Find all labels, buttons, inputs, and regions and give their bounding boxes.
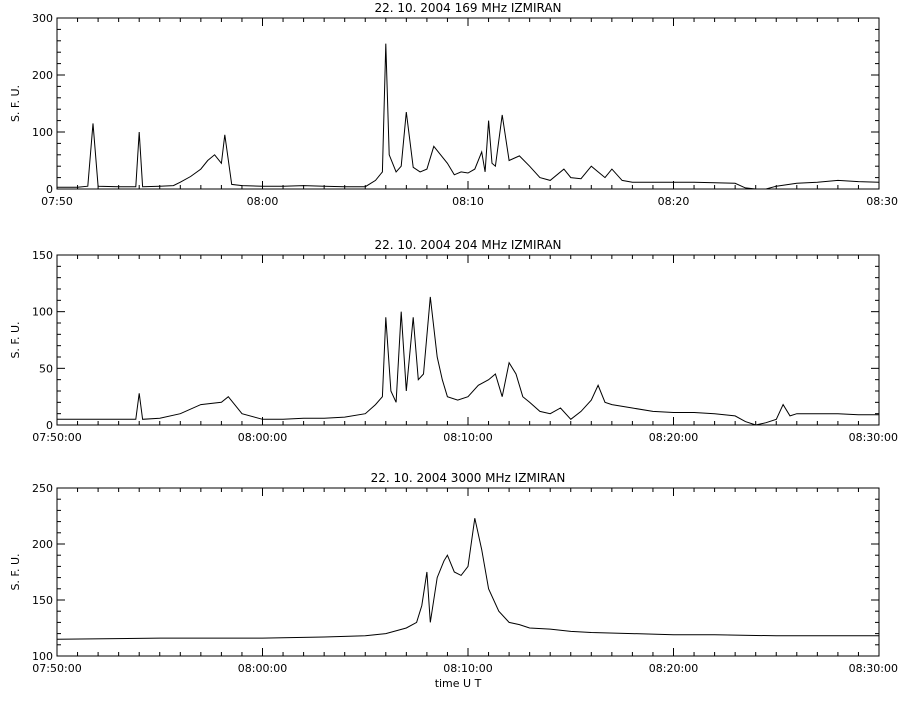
x-tick-label: 07:50:00 bbox=[32, 431, 81, 444]
y-tick-label: 0 bbox=[46, 419, 53, 432]
x-tick-label: 07:50 bbox=[41, 195, 73, 208]
y-tick-label: 0 bbox=[46, 183, 53, 196]
chart-panel-3: 22. 10. 2004 3000 MHz IZMIRAN S. F. U. 100… bbox=[9, 471, 898, 690]
y-tick-label: 50 bbox=[39, 362, 53, 375]
x-tick-label: 08:10:00 bbox=[443, 662, 492, 675]
y-tick-label: 300 bbox=[32, 12, 53, 25]
x-tick-label: 08:00:00 bbox=[238, 662, 287, 675]
series-line bbox=[57, 296, 879, 426]
y-tick-label: 150 bbox=[32, 594, 53, 607]
chart-title: 22. 10. 2004 169 MHz IZMIRAN bbox=[374, 1, 561, 15]
y-tick-label: 100 bbox=[32, 306, 53, 319]
plot-frame bbox=[56, 487, 880, 657]
series-line bbox=[56, 518, 879, 640]
x-tick-label: 08:30:00 bbox=[849, 431, 898, 444]
chart-title: 22. 10. 2004 204 MHz IZMIRAN bbox=[374, 238, 561, 252]
x-tick-label: 08:30:00 bbox=[849, 662, 898, 675]
x-tick-label: 08:30 bbox=[866, 195, 898, 208]
y-tick-label: 250 bbox=[32, 482, 53, 495]
x-tick-label: 08:00:00 bbox=[238, 431, 287, 444]
plot-frame bbox=[56, 17, 880, 190]
y-tick-label: 100 bbox=[32, 126, 53, 139]
x-tick-label: 08:00 bbox=[247, 195, 279, 208]
x-tick-label: 08:20:00 bbox=[649, 662, 698, 675]
y-axis-label: S. F. U. bbox=[9, 553, 22, 590]
chart-panel-1: 22. 10. 2004 169 MHz IZMIRAN S. F. U. 0 100… bbox=[9, 1, 898, 208]
y-axis-label: S. F. U. bbox=[9, 321, 22, 358]
y-tick-label: 200 bbox=[32, 538, 53, 551]
x-axis-label: time U T bbox=[435, 677, 482, 690]
y-axis-label: S. F. U. bbox=[9, 85, 22, 122]
x-tick-label: 08:20 bbox=[658, 195, 690, 208]
series-line bbox=[57, 43, 880, 190]
x-tick-label: 08:10 bbox=[452, 195, 484, 208]
y-tick-label: 150 bbox=[32, 249, 53, 262]
chart-panel-2: 22. 10. 2004 204 MHz IZMIRAN S. F. U. 0 50 1… bbox=[9, 238, 898, 444]
chart-title: 22. 10. 2004 3000 MHz IZMIRAN bbox=[371, 471, 566, 485]
y-tick-label: 200 bbox=[32, 69, 53, 82]
x-tick-label: 08:20:00 bbox=[649, 431, 698, 444]
x-tick-label: 07:50:00 bbox=[32, 662, 81, 675]
plot-frame bbox=[56, 254, 880, 426]
x-tick-label: 08:10:00 bbox=[443, 431, 492, 444]
y-tick-label: 100 bbox=[32, 650, 53, 663]
